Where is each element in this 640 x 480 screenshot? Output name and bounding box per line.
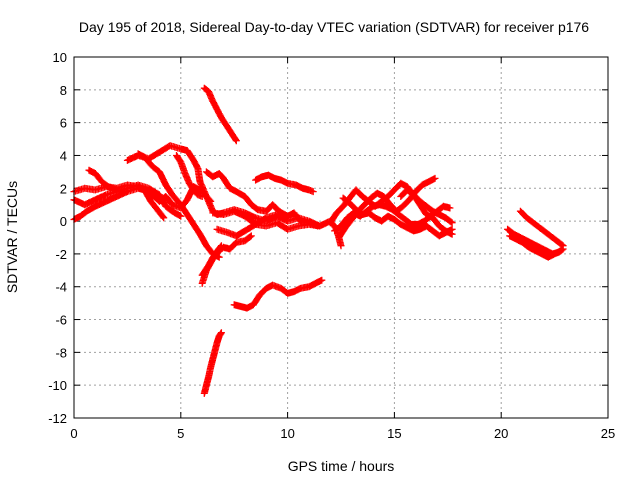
y-tick-label: -2	[55, 247, 67, 262]
plot-frame	[73, 56, 609, 419]
x-axis-label: GPS time / hours	[288, 458, 395, 474]
x-tick-label: 20	[494, 426, 508, 441]
chart-title: Day 195 of 2018, Sidereal Day-to-day VTE…	[79, 19, 589, 35]
y-tick-label: -4	[55, 280, 67, 295]
grid-lines	[74, 57, 608, 418]
data-track	[339, 194, 456, 240]
data-track	[198, 232, 255, 287]
data-track	[397, 186, 456, 238]
data-markers	[70, 84, 567, 397]
x-tick-label: 10	[280, 426, 294, 441]
y-tick-label: 4	[60, 148, 67, 163]
data-track	[213, 211, 281, 240]
x-tick-label: 25	[601, 426, 615, 441]
tick-labels: 0 5 10 15 20 25 -12 -10 -8 -6 -4 -2 0 2 4 6 8 10	[48, 50, 615, 441]
y-tick-label: -8	[55, 345, 67, 360]
data-track	[134, 150, 223, 261]
data-track	[516, 207, 567, 250]
x-tick-label: 0	[70, 426, 77, 441]
y-tick-label: 2	[60, 181, 67, 196]
y-tick-label: 0	[60, 214, 67, 229]
data-track	[252, 171, 317, 196]
data-track	[200, 84, 240, 145]
x-tick-label: 5	[177, 426, 184, 441]
y-tick-label: 6	[60, 116, 67, 131]
data-track	[202, 168, 321, 230]
y-tick-label: -6	[55, 313, 67, 328]
y-tick-label: -12	[48, 411, 67, 426]
data-track	[198, 242, 225, 279]
y-tick-label: 10	[53, 50, 67, 65]
data-track	[200, 329, 225, 397]
y-axis-label: SDTVAR / TECUs	[4, 181, 20, 293]
data-track	[230, 276, 326, 312]
y-tick-label: -10	[48, 378, 67, 393]
x-tick-label: 15	[387, 426, 401, 441]
data-track	[85, 166, 121, 194]
data-track	[173, 152, 206, 200]
y-tick-label: 8	[60, 83, 67, 98]
data-track	[506, 232, 565, 261]
